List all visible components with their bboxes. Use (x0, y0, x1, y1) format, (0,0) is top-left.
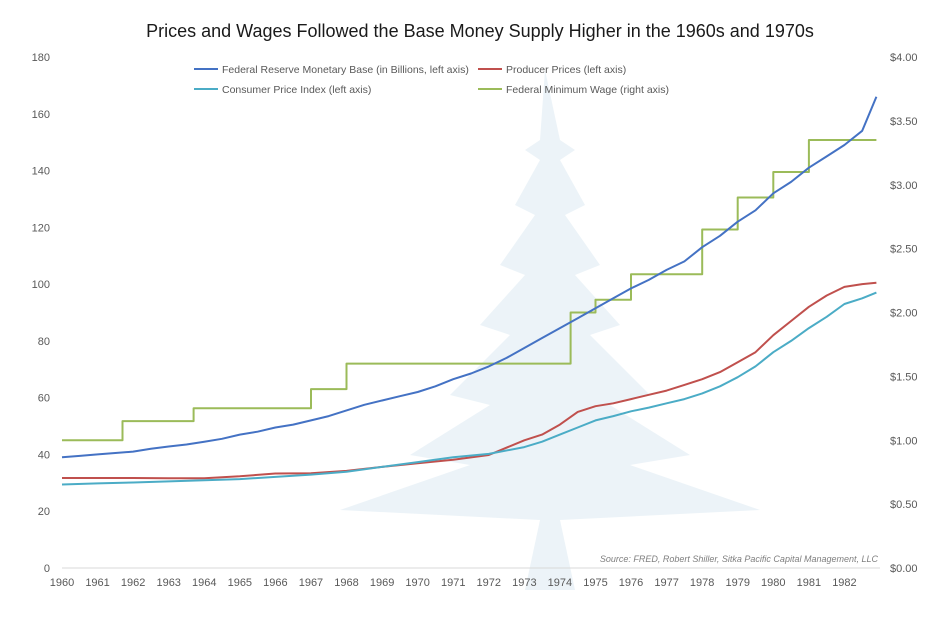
x-tick-label: 1967 (299, 577, 323, 589)
chart-title: Prices and Wages Followed the Base Money… (146, 21, 814, 41)
left-tick-label: 140 (32, 166, 50, 178)
left-tick-label: 40 (38, 449, 50, 461)
series-layer (61, 96, 878, 486)
x-tick-label: 1972 (477, 577, 501, 589)
x-tick-label: 1963 (156, 577, 180, 589)
right-tick-label: $1.00 (890, 435, 918, 447)
right-tick-label: $3.50 (890, 116, 918, 128)
x-tick-label: 1978 (690, 577, 714, 589)
x-tick-label: 1975 (583, 577, 607, 589)
left-tick-label: 160 (32, 109, 50, 121)
x-tick-label: 1981 (797, 577, 821, 589)
series-line-1 (62, 281, 877, 480)
tree-watermark-icon (340, 70, 760, 590)
right-tick-label: $0.50 (890, 499, 918, 511)
x-tick-label: 1965 (228, 577, 252, 589)
right-tick-label: $4.00 (890, 52, 918, 64)
x-tick-label: 1961 (85, 577, 109, 589)
legend-label: Federal Reserve Monetary Base (in Billio… (222, 64, 469, 76)
x-tick-label: 1970 (405, 577, 429, 589)
x-tick-label: 1966 (263, 577, 287, 589)
source-note: Source: FRED, Robert Shiller, Sitka Paci… (600, 554, 879, 564)
series-line-2 (61, 291, 877, 486)
right-tick-label: $1.50 (890, 371, 918, 383)
right-axis-ticks: $0.00 $0.50 $1.00 $1.50 $2.00 $2.50 $3.00 $3.50… (890, 52, 918, 575)
right-tick-label: $3.00 (890, 180, 918, 192)
left-tick-label: 20 (38, 506, 50, 518)
x-tick-label: 1976 (619, 577, 643, 589)
x-tick-label: 1962 (121, 577, 145, 589)
left-tick-label: 60 (38, 393, 50, 405)
right-tick-label: $0.00 (890, 563, 918, 575)
right-tick-label: $2.00 (890, 308, 918, 320)
x-tick-label: 1977 (654, 577, 678, 589)
x-tick-label: 1969 (370, 577, 394, 589)
left-tick-label: 180 (32, 52, 50, 64)
left-tick-label: 100 (32, 279, 50, 291)
left-axis-ticks: 0 20 40 60 80 100 120 140 160 180 (32, 52, 50, 575)
x-tick-label: 1960 (50, 577, 74, 589)
x-tick-label: 1968 (334, 577, 358, 589)
x-tick-label: 1979 (725, 577, 749, 589)
x-tick-label: 1974 (548, 577, 572, 589)
x-tick-label: 1980 (761, 577, 785, 589)
legend-label: Federal Minimum Wage (right axis) (506, 84, 669, 96)
right-tick-label: $2.50 (890, 244, 918, 256)
x-tick-label: 1964 (192, 577, 216, 589)
legend-label: Consumer Price Index (left axis) (222, 84, 371, 96)
left-tick-label: 80 (38, 336, 50, 348)
x-axis-ticks: 1960 1961 1962 1963 1964 1965 1966 1967 1968 1969… (50, 577, 857, 589)
x-tick-label: 1971 (441, 577, 465, 589)
x-tick-label: 1982 (832, 577, 856, 589)
legend: Federal Reserve Monetary Base (in Billio… (194, 64, 669, 96)
left-tick-label: 120 (32, 222, 50, 234)
legend-label: Producer Prices (left axis) (506, 64, 626, 76)
left-tick-label: 0 (44, 563, 50, 575)
series-line-0 (61, 96, 878, 459)
x-tick-label: 1973 (512, 577, 536, 589)
